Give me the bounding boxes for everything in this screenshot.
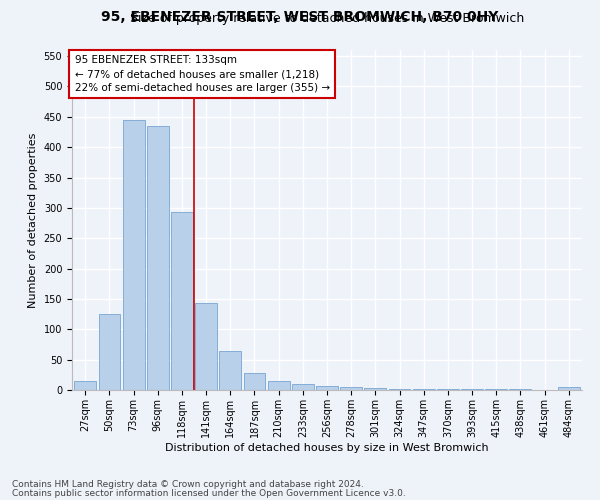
Bar (389, 389, 410, 390)
Text: 95 EBENEZER STREET: 133sqm
← 77% of detached houses are smaller (1,218)
22% of s: 95 EBENEZER STREET: 133sqm ← 77% of deta… (74, 55, 329, 93)
Text: 95, EBENEZER STREET, WEST BROMWICH, B70 0HY: 95, EBENEZER STREET, WEST BROMWICH, B70 … (101, 10, 499, 24)
X-axis label: Distribution of detached houses by size in West Bromwich: Distribution of detached houses by size … (165, 442, 489, 452)
Bar (558, 387, 580, 390)
Bar (123, 120, 145, 390)
Y-axis label: Number of detached properties: Number of detached properties (28, 132, 38, 308)
Bar (292, 384, 314, 390)
Bar (268, 381, 290, 390)
Bar (195, 303, 217, 390)
Bar (74, 381, 96, 390)
Bar (147, 126, 169, 390)
Bar (98, 314, 121, 390)
Bar (364, 388, 386, 390)
Title: Size of property relative to detached houses in West Bromwich: Size of property relative to detached ho… (130, 12, 524, 25)
Bar (413, 389, 434, 390)
Bar (316, 386, 338, 390)
Bar (340, 387, 362, 390)
Text: Contains HM Land Registry data © Crown copyright and database right 2024.: Contains HM Land Registry data © Crown c… (12, 480, 364, 489)
Bar (244, 373, 265, 390)
Bar (171, 212, 193, 390)
Text: Contains public sector information licensed under the Open Government Licence v3: Contains public sector information licen… (12, 488, 406, 498)
Bar (220, 350, 241, 390)
